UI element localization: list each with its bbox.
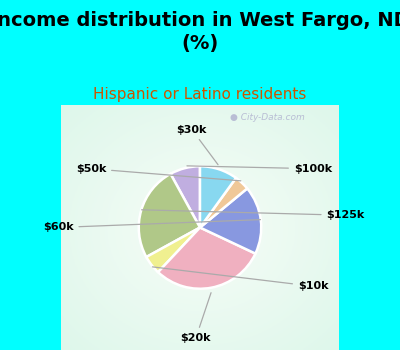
Text: $125k: $125k — [142, 210, 365, 220]
Wedge shape — [170, 166, 200, 228]
Text: Income distribution in West Fargo, ND
(%): Income distribution in West Fargo, ND (%… — [0, 10, 400, 53]
Text: $60k: $60k — [43, 219, 260, 232]
Wedge shape — [158, 228, 256, 289]
Text: $50k: $50k — [76, 164, 241, 181]
Wedge shape — [200, 166, 236, 228]
Wedge shape — [146, 228, 200, 272]
Text: $10k: $10k — [152, 267, 328, 291]
Wedge shape — [200, 178, 247, 228]
Text: $30k: $30k — [177, 125, 218, 165]
Wedge shape — [139, 174, 200, 257]
Text: ● City-Data.com: ● City-Data.com — [230, 113, 304, 122]
Text: Hispanic or Latino residents: Hispanic or Latino residents — [93, 88, 307, 103]
Wedge shape — [200, 188, 261, 254]
Text: $100k: $100k — [187, 164, 332, 174]
Text: $20k: $20k — [181, 293, 211, 343]
